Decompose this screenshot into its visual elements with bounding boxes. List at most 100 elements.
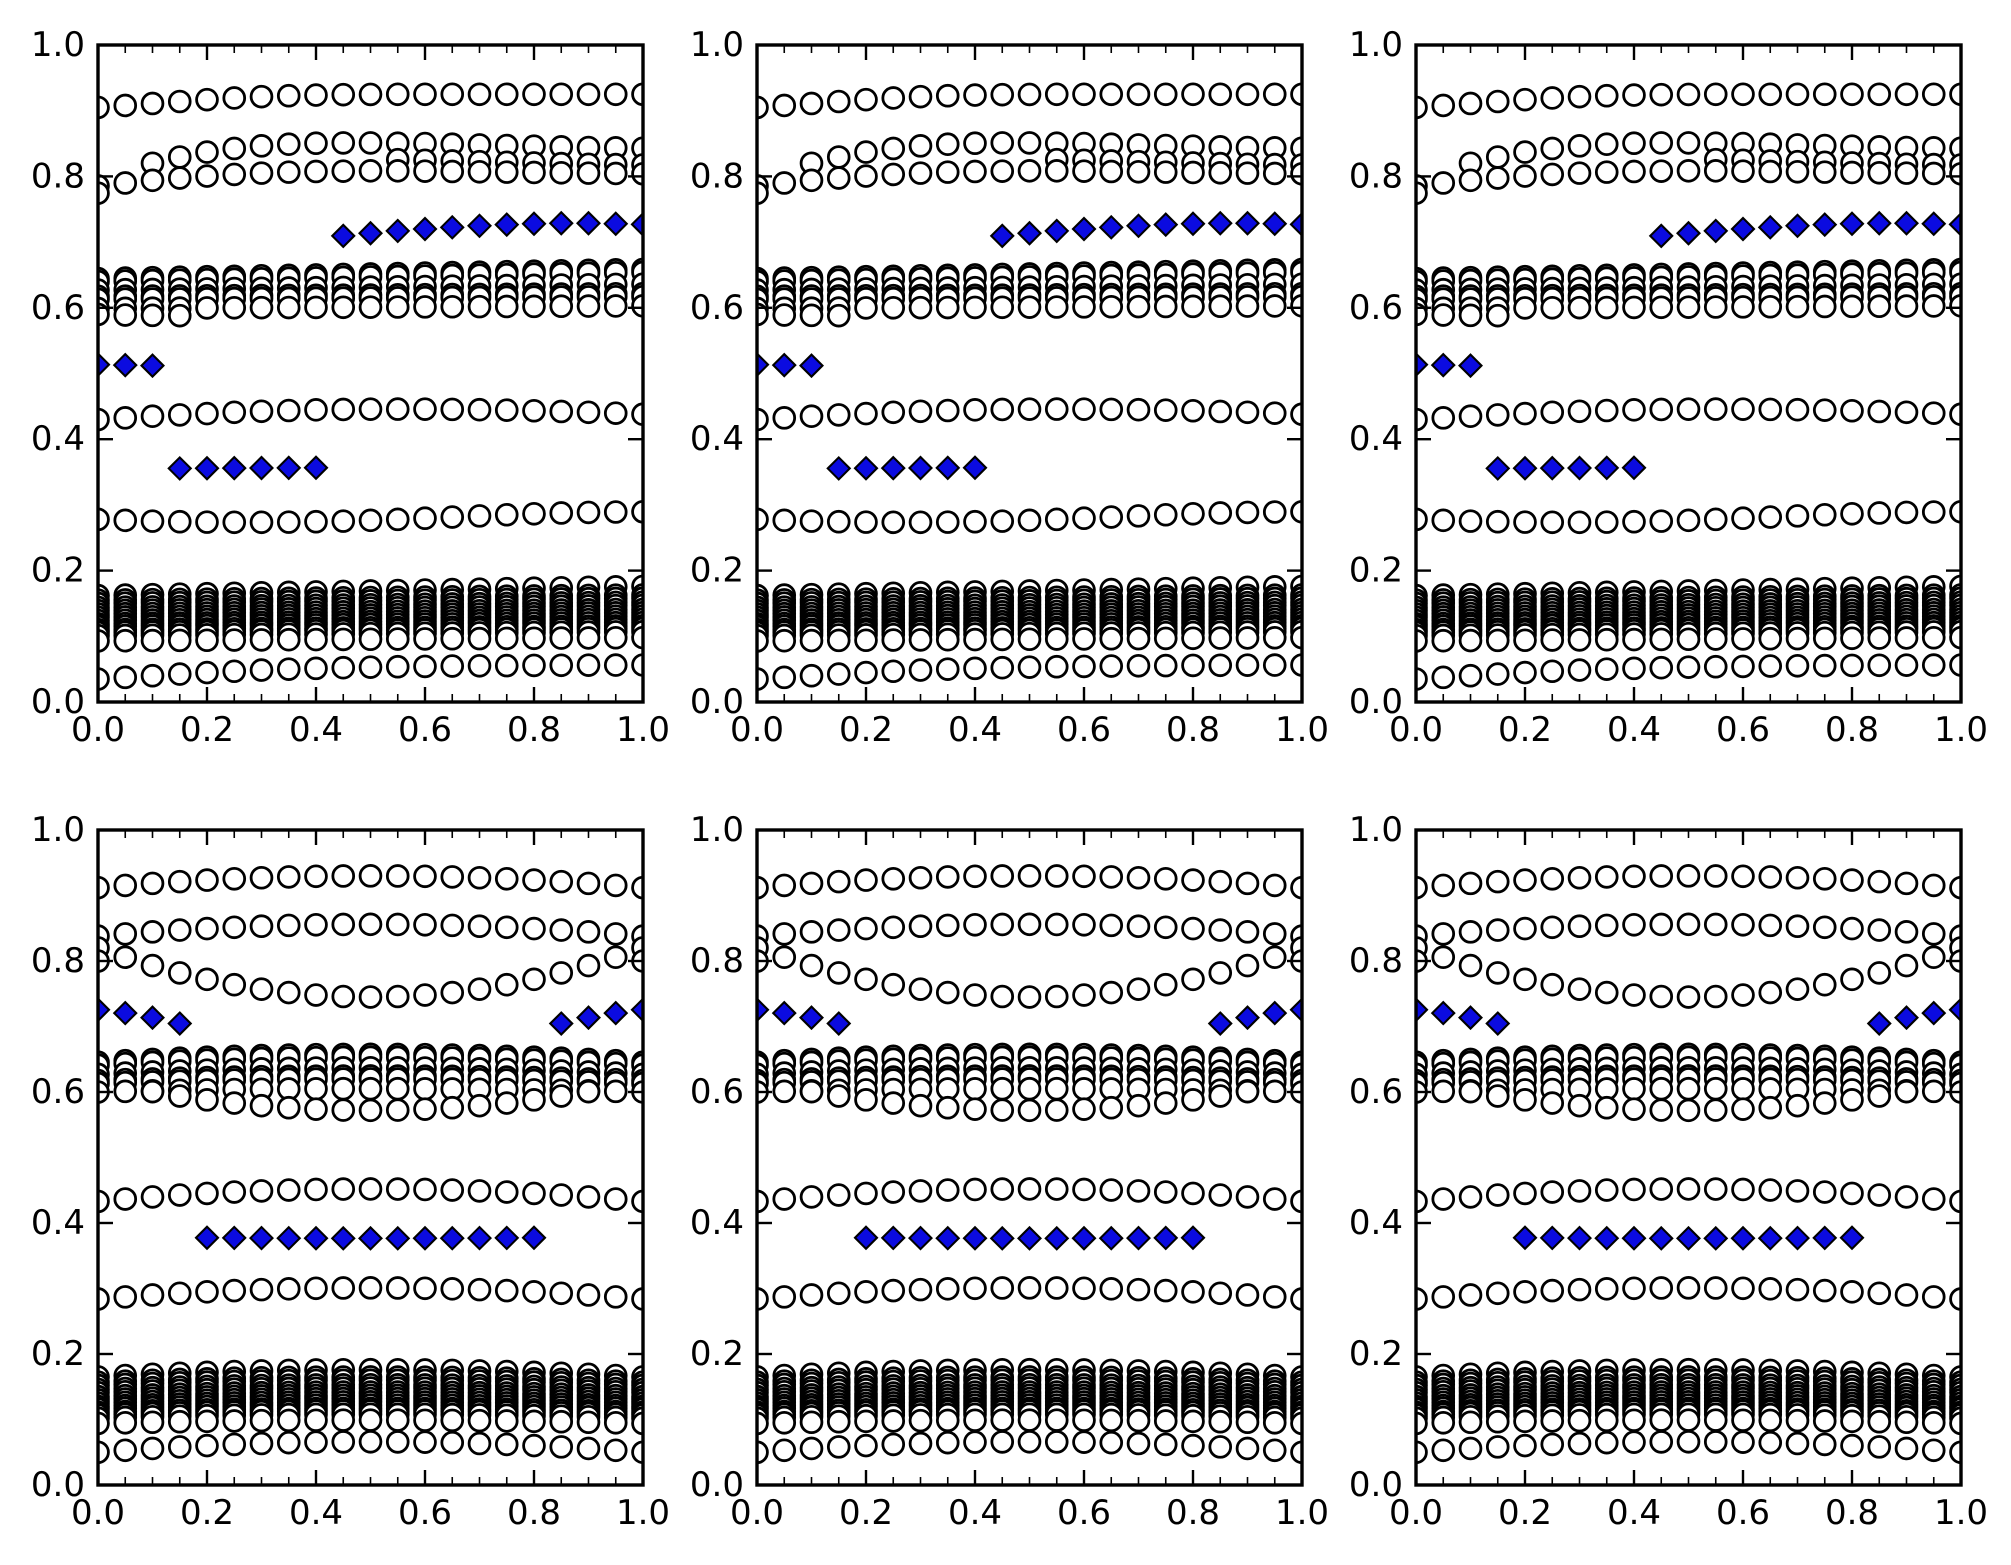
- x-tick-label: 1.0: [616, 1493, 670, 1533]
- circle-marker: [1649, 397, 1674, 422]
- circle-marker: [1072, 295, 1096, 319]
- diamond-marker: [799, 1005, 824, 1031]
- circle-marker: [854, 1088, 878, 1112]
- circle-marker: [854, 1433, 878, 1458]
- circle-marker: [1703, 1076, 1728, 1101]
- circle-marker: [799, 1185, 824, 1209]
- circle-marker: [276, 160, 301, 184]
- circle-marker: [467, 1431, 492, 1456]
- diamond-marker: [1153, 212, 1179, 238]
- circle-marker: [549, 1435, 574, 1459]
- diamond-marker: [908, 1225, 933, 1251]
- diamond-marker: [757, 352, 770, 378]
- circle-marker: [1567, 628, 1592, 652]
- circle-marker: [935, 1408, 960, 1433]
- circle-marker: [331, 82, 356, 107]
- circle-marker: [1676, 985, 1701, 1009]
- circle-marker: [358, 655, 383, 679]
- circle-marker: [1126, 977, 1151, 1001]
- circle-marker: [1540, 1432, 1565, 1457]
- circle-marker: [1840, 653, 1864, 678]
- circle-marker: [1262, 1410, 1287, 1435]
- circle-marker: [772, 665, 797, 690]
- circle-marker: [385, 1098, 410, 1122]
- circle-marker: [603, 1285, 628, 1309]
- circle-marker: [385, 627, 410, 651]
- circle-marker: [1622, 83, 1646, 107]
- circle-marker: [1262, 161, 1287, 186]
- circle-marker: [1594, 398, 1619, 423]
- circle-marker: [1921, 161, 1946, 186]
- circle-marker: [1540, 866, 1565, 891]
- circle-marker: [1921, 653, 1946, 677]
- circle-marker: [249, 914, 274, 939]
- diamond-marker: [521, 211, 547, 237]
- circle-marker: [467, 397, 492, 422]
- circle-marker: [467, 160, 492, 184]
- circle-marker: [881, 510, 906, 535]
- circle-marker: [195, 164, 219, 188]
- circle-marker: [1208, 653, 1233, 678]
- circle-marker: [963, 912, 987, 937]
- x-tick-label: 0.8: [1825, 1493, 1879, 1533]
- circle-marker: [826, 869, 851, 894]
- circle-marker: [772, 406, 797, 430]
- circle-marker: [908, 977, 933, 1001]
- circle-marker: [113, 873, 138, 898]
- circle-marker: [358, 131, 383, 155]
- circle-marker: [908, 1277, 933, 1302]
- diamond-marker: [1921, 211, 1947, 237]
- circle-marker: [908, 161, 933, 185]
- diamond-marker: [467, 213, 492, 239]
- circle-marker: [772, 1079, 797, 1104]
- circle-marker: [1017, 864, 1042, 888]
- circle-marker: [799, 663, 824, 688]
- circle-marker: [276, 83, 301, 108]
- circle-marker: [195, 1409, 219, 1434]
- circle-marker: [772, 1187, 797, 1211]
- diamond-marker: [1180, 211, 1206, 237]
- circle-marker: [1594, 1277, 1619, 1301]
- circle-marker: [358, 1177, 383, 1201]
- circle-marker: [195, 628, 219, 653]
- circle-marker: [963, 509, 987, 534]
- diamond-marker: [276, 1225, 302, 1251]
- circle-marker: [990, 984, 1015, 1009]
- circle-marker: [113, 628, 138, 653]
- circle-marker: [576, 500, 601, 525]
- marker-layer: [98, 864, 643, 1465]
- circle-marker: [1126, 1277, 1151, 1302]
- circle-marker: [881, 162, 906, 187]
- circle-marker: [331, 159, 356, 183]
- circle-marker: [1540, 295, 1565, 320]
- diamond-marker: [1289, 997, 1302, 1023]
- diamond-marker: [1648, 1225, 1674, 1251]
- circle-marker: [1044, 159, 1069, 183]
- y-tick-label: 1.0: [31, 25, 85, 65]
- circle-marker: [1431, 1187, 1456, 1211]
- circle-marker: [1431, 628, 1456, 653]
- circle-marker: [854, 628, 878, 653]
- circle-marker: [1017, 131, 1042, 155]
- diamond-marker: [1676, 220, 1701, 246]
- circle-marker: [113, 922, 138, 946]
- circle-marker: [1622, 398, 1646, 422]
- circle-marker: [1676, 82, 1701, 107]
- x-tick-label: 1.0: [1275, 1493, 1329, 1533]
- circle-marker: [1262, 401, 1287, 425]
- circle-marker: [98, 1189, 110, 1214]
- circle-marker: [358, 912, 383, 937]
- diamond-marker: [935, 455, 961, 481]
- circle-marker: [358, 1098, 383, 1123]
- circle-marker: [908, 1179, 933, 1203]
- circle-marker: [167, 403, 192, 427]
- diamond-marker: [1648, 223, 1674, 249]
- diamond-marker: [1703, 218, 1729, 244]
- circle-marker: [1676, 397, 1701, 421]
- circle-marker: [276, 1095, 301, 1120]
- x-tick-label: 0.6: [1716, 710, 1770, 750]
- circle-marker: [167, 509, 192, 534]
- circle-marker: [1181, 626, 1205, 651]
- circle-marker: [1567, 658, 1592, 682]
